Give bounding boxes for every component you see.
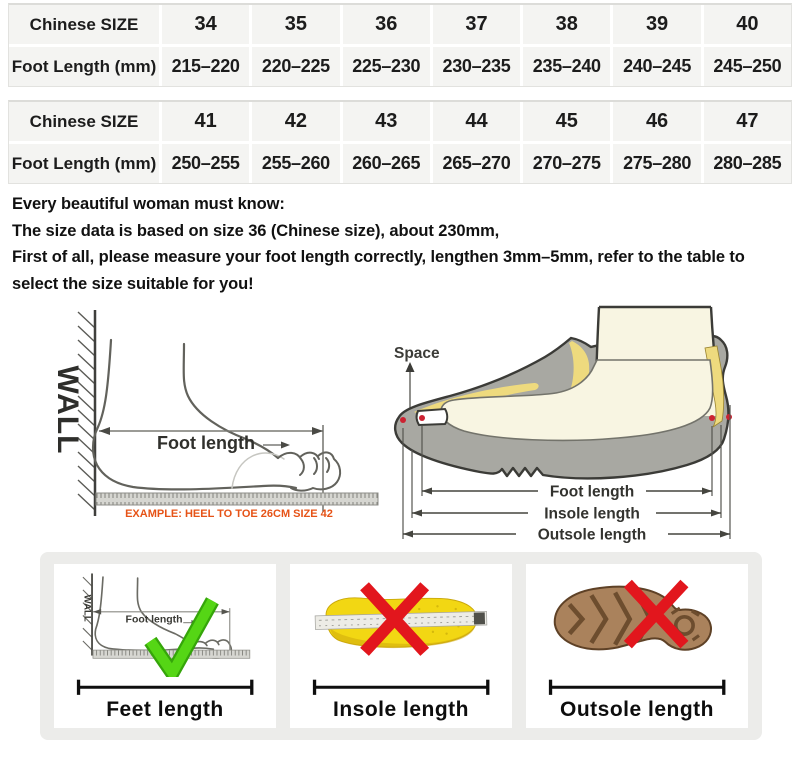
feet-length-bracket [76, 680, 254, 696]
outsole-length-label: Outsole length [560, 698, 714, 721]
size-cell: 44 [432, 102, 521, 141]
length-cell: 240–245 [613, 47, 701, 86]
dimension-lines [403, 490, 730, 535]
check-mark-icon [144, 597, 219, 678]
note-line: select the size suitable for you! [12, 274, 254, 293]
size-cell: 45 [523, 102, 611, 141]
outsole-illustration [553, 579, 712, 651]
method-card-insole-length: Insole length [290, 564, 512, 728]
size-cell: 34 [162, 5, 250, 44]
size-table-small: Chinese SIZE 34 35 36 37 38 39 40 Foot L… [8, 3, 792, 87]
length-cell: 245–250 [703, 47, 791, 86]
size-header-label: Chinese SIZE [9, 5, 159, 44]
note-line: The size data is based on size 36 (Chine… [12, 221, 500, 240]
extension-lines [402, 405, 731, 539]
length-cell: 255–260 [252, 144, 340, 183]
mini-wall-label: WALL [82, 595, 93, 622]
insole-length-bracket [312, 680, 490, 696]
insole-length-label: Insole length [332, 698, 469, 721]
ruler [95, 492, 379, 506]
size-cell: 35 [252, 5, 340, 44]
length-cell: 260–265 [342, 144, 430, 183]
size-tables: Chinese SIZE 34 35 36 37 38 39 40 Foot L… [8, 3, 792, 184]
note-line: Every beautiful woman must know: [12, 195, 285, 213]
length-cell: 250–255 [162, 144, 250, 183]
length-header-label: Foot Length (mm) [9, 47, 159, 86]
wall-label: WALL [51, 366, 84, 455]
size-cell: 42 [252, 102, 340, 141]
length-cell: 275–280 [613, 144, 701, 183]
wall-measure-diagram: WALL Foot length EXAMPLE: HEEL TO TOE 26… [51, 310, 379, 520]
length-cell: 230–235 [432, 47, 521, 86]
size-cell: 46 [613, 102, 701, 141]
length-cell: 220–225 [252, 47, 340, 86]
outsole-length-bracket [548, 680, 726, 696]
length-cell: 280–285 [703, 144, 791, 183]
method-card-feet-length: WALL Foot length [54, 564, 276, 728]
insole-illustration [314, 582, 488, 656]
mini-foot-length-label: Foot length [126, 615, 183, 626]
length-cell: 225–230 [342, 47, 430, 86]
foot-outline [91, 338, 342, 492]
size-cell: 36 [342, 5, 430, 44]
size-cell: 40 [703, 5, 791, 44]
feet-length-illustration: WALL Foot length [82, 573, 251, 678]
size-cell: 47 [703, 102, 791, 141]
wall-hatching [77, 311, 96, 511]
shoe-section-diagram: Space [394, 305, 732, 544]
example-note: EXAMPLE: HEEL TO TOE 26CM SIZE 42 [125, 508, 333, 520]
size-cell: 39 [613, 5, 701, 44]
foot-inside [440, 359, 714, 442]
length-cell: 215–220 [162, 47, 250, 86]
note-line: First of all, please measure your foot l… [12, 248, 745, 266]
foot-length-label: Foot length [157, 433, 255, 453]
size-cell: 37 [432, 5, 521, 44]
size-cell: 43 [342, 102, 430, 141]
method-card-outsole-length: Outsole length [526, 564, 748, 728]
feet-length-label: Feet length [106, 698, 224, 721]
length-cell: 235–240 [523, 47, 611, 86]
mini-ruler [92, 649, 251, 659]
length-header-label: Foot Length (mm) [9, 144, 159, 183]
cross-icon [623, 579, 689, 649]
size-header-label: Chinese SIZE [9, 102, 159, 141]
length-cell: 265–270 [432, 144, 521, 183]
shoe-outsole-length-label: Outsole length [538, 527, 647, 544]
toe-space-gap [415, 407, 449, 427]
foot-length-arrow [99, 425, 324, 512]
method-cards: WALL Foot length [40, 552, 762, 740]
size-cell: 41 [162, 102, 250, 141]
space-label: Space [394, 345, 440, 362]
sizing-notes: Every beautiful woman must know: The siz… [12, 191, 788, 297]
size-table-large: Chinese SIZE 41 42 43 44 45 46 47 Foot L… [8, 100, 792, 184]
shoe-foot-length-label: Foot length [550, 484, 634, 501]
shoe-insole-length-label: Insole length [544, 506, 640, 523]
mini-wall-hatching [82, 576, 93, 651]
size-cell: 38 [523, 5, 611, 44]
space-arrow [405, 362, 415, 412]
dimension-arrowheads [403, 487, 730, 538]
cross-icon [360, 582, 430, 656]
length-cell: 270–275 [523, 144, 611, 183]
